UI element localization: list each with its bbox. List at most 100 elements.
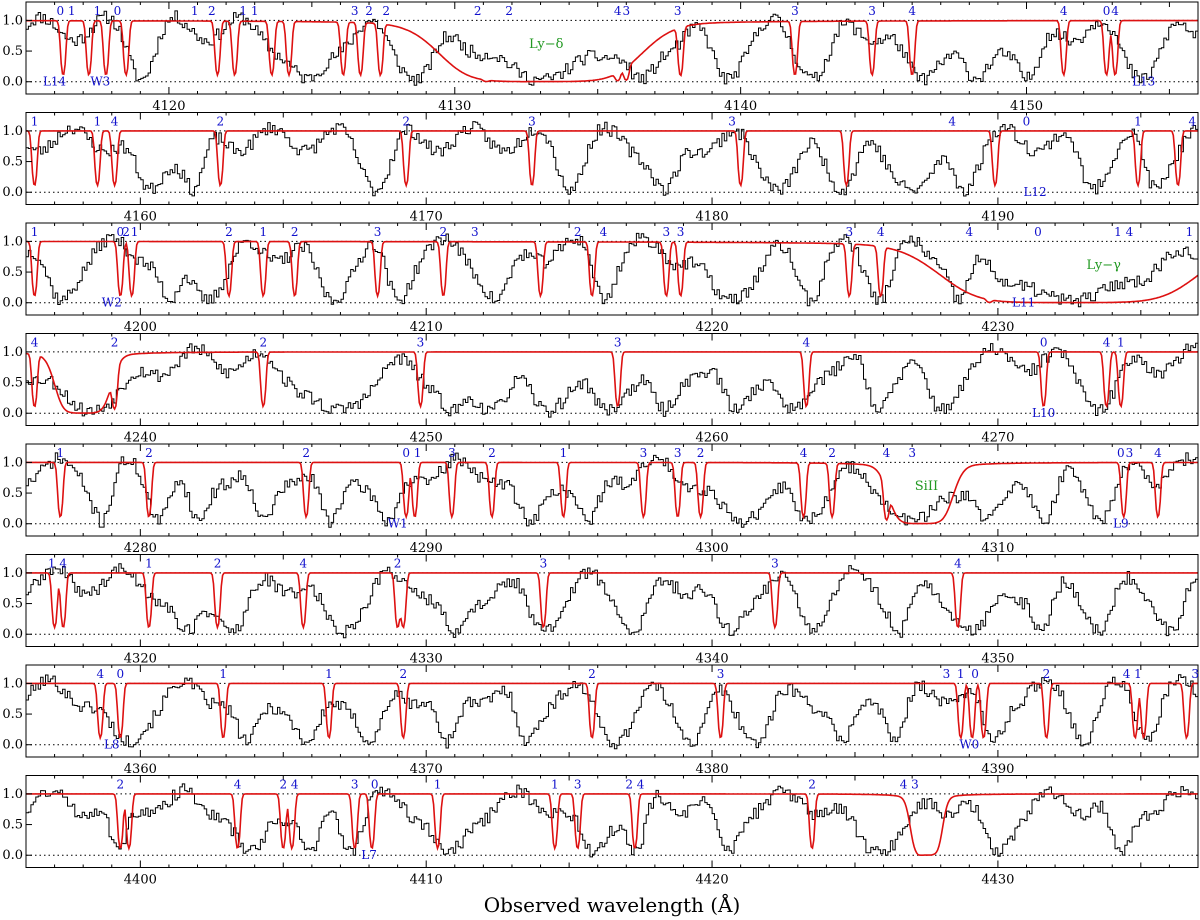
line-id-label: 2 bbox=[588, 667, 596, 681]
x-tick-label: 4230 bbox=[981, 320, 1014, 335]
system-label: L12 bbox=[1023, 185, 1046, 199]
observed-flux-line bbox=[26, 10, 1199, 86]
line-id-label: 4 bbox=[637, 778, 645, 792]
system-label: L7 bbox=[361, 848, 377, 862]
y-tick-label: 0.0 bbox=[2, 627, 23, 642]
line-id-label: 3 bbox=[528, 115, 536, 129]
x-axis-label: Observed wavelength (Å) bbox=[484, 892, 741, 917]
x-tick-label: 4140 bbox=[724, 99, 757, 114]
line-id-label: 3 bbox=[448, 446, 456, 460]
line-id-label: 1 bbox=[1134, 115, 1142, 129]
x-tick-label: 4120 bbox=[152, 99, 185, 114]
line-id-label: 3 bbox=[674, 4, 682, 18]
line-id-label: 4 bbox=[614, 4, 622, 18]
system-label: L10 bbox=[1032, 406, 1055, 420]
line-id-label: 2 bbox=[225, 225, 233, 239]
line-id-label: 2 bbox=[259, 336, 267, 350]
line-id-label: 3 bbox=[662, 225, 670, 239]
line-id-label: 4 bbox=[1126, 225, 1134, 239]
line-id-label: 2 bbox=[440, 225, 448, 239]
line-id-label: 3 bbox=[1191, 667, 1199, 681]
x-tick-label: 4310 bbox=[981, 541, 1014, 556]
line-id-label: 1 bbox=[48, 557, 56, 571]
y-tick-label: 0.0 bbox=[2, 406, 23, 421]
line-id-label: 2 bbox=[574, 225, 582, 239]
observed-flux-line bbox=[26, 121, 1199, 197]
line-id-label: 2 bbox=[117, 778, 125, 792]
observed-flux-line bbox=[26, 232, 1199, 308]
line-id-label: 4 bbox=[954, 557, 962, 571]
line-id-label: 1 bbox=[434, 778, 442, 792]
line-id-label: 3 bbox=[771, 557, 779, 571]
y-tick-label: 1.0 bbox=[2, 234, 23, 249]
observed-flux-line bbox=[26, 674, 1199, 750]
y-tick-label: 1.0 bbox=[2, 345, 23, 360]
line-id-label: 0 bbox=[1034, 225, 1042, 239]
feature-label: SiII bbox=[915, 479, 938, 494]
y-tick-label: 0.0 bbox=[2, 296, 23, 311]
panel-frame bbox=[25, 443, 1199, 537]
line-id-label: 4 bbox=[803, 336, 811, 350]
x-tick-label: 4270 bbox=[981, 431, 1014, 446]
x-tick-label: 4250 bbox=[410, 431, 443, 446]
line-id-label: 0 bbox=[971, 667, 979, 681]
line-id-label: 3 bbox=[614, 336, 622, 350]
line-id-label: 2 bbox=[122, 225, 130, 239]
x-tick-label: 4150 bbox=[1010, 99, 1043, 114]
line-id-label: 3 bbox=[908, 446, 916, 460]
feature-label: Ly−δ bbox=[529, 37, 564, 52]
panel-frame bbox=[25, 775, 1199, 868]
line-id-label: 1 bbox=[131, 225, 139, 239]
panel-frame bbox=[25, 222, 1199, 316]
x-tick-label: 4350 bbox=[981, 652, 1014, 667]
y-tick-label: 0.5 bbox=[2, 486, 23, 501]
line-id-label: 4 bbox=[59, 557, 67, 571]
x-tick-label: 4400 bbox=[124, 873, 157, 888]
line-id-label: 0 bbox=[1023, 115, 1031, 129]
line-id-label: 0 bbox=[402, 446, 410, 460]
y-tick-label: 0.0 bbox=[2, 185, 23, 200]
x-tick-label: 4170 bbox=[410, 210, 443, 225]
x-tick-label: 4210 bbox=[410, 320, 443, 335]
y-tick-label: 0.0 bbox=[2, 75, 23, 90]
panel-frame bbox=[25, 1, 1199, 95]
line-id-label: 1 bbox=[259, 225, 267, 239]
x-tick-label: 4370 bbox=[410, 762, 443, 777]
line-id-label: 2 bbox=[208, 4, 216, 18]
x-tick-label: 4390 bbox=[981, 762, 1014, 777]
line-id-label: 2 bbox=[828, 446, 836, 460]
x-tick-label: 4320 bbox=[124, 652, 157, 667]
line-id-label: 3 bbox=[540, 557, 548, 571]
line-id-label: 4 bbox=[800, 446, 808, 460]
line-id-label: 0 bbox=[1103, 4, 1111, 18]
absorption-model-line bbox=[26, 19, 1198, 83]
line-id-label: 2 bbox=[394, 557, 402, 571]
y-tick-label: 1.0 bbox=[2, 13, 23, 28]
line-id-label: 2 bbox=[365, 4, 373, 18]
y-tick-label: 1.0 bbox=[2, 787, 23, 802]
absorption-model-line bbox=[26, 461, 1198, 525]
line-id-label: 3 bbox=[374, 225, 382, 239]
y-tick-label: 0.5 bbox=[2, 265, 23, 280]
line-id-label: 3 bbox=[351, 4, 359, 18]
line-id-label: 3 bbox=[911, 778, 919, 792]
line-id-label: 2 bbox=[625, 778, 633, 792]
line-id-label: 2 bbox=[214, 557, 222, 571]
y-tick-label: 0.5 bbox=[2, 707, 23, 722]
line-id-label: 1 bbox=[1117, 336, 1125, 350]
line-id-label: 3 bbox=[677, 225, 685, 239]
line-id-label: 3 bbox=[674, 446, 682, 460]
x-tick-label: 4240 bbox=[124, 431, 157, 446]
line-id-label: 3 bbox=[1126, 446, 1134, 460]
line-id-label: 1 bbox=[551, 778, 559, 792]
line-id-label: 2 bbox=[697, 446, 705, 460]
line-id-label: 3 bbox=[845, 225, 853, 239]
x-tick-label: 4200 bbox=[124, 320, 157, 335]
absorption-model-line bbox=[25, 351, 1198, 414]
